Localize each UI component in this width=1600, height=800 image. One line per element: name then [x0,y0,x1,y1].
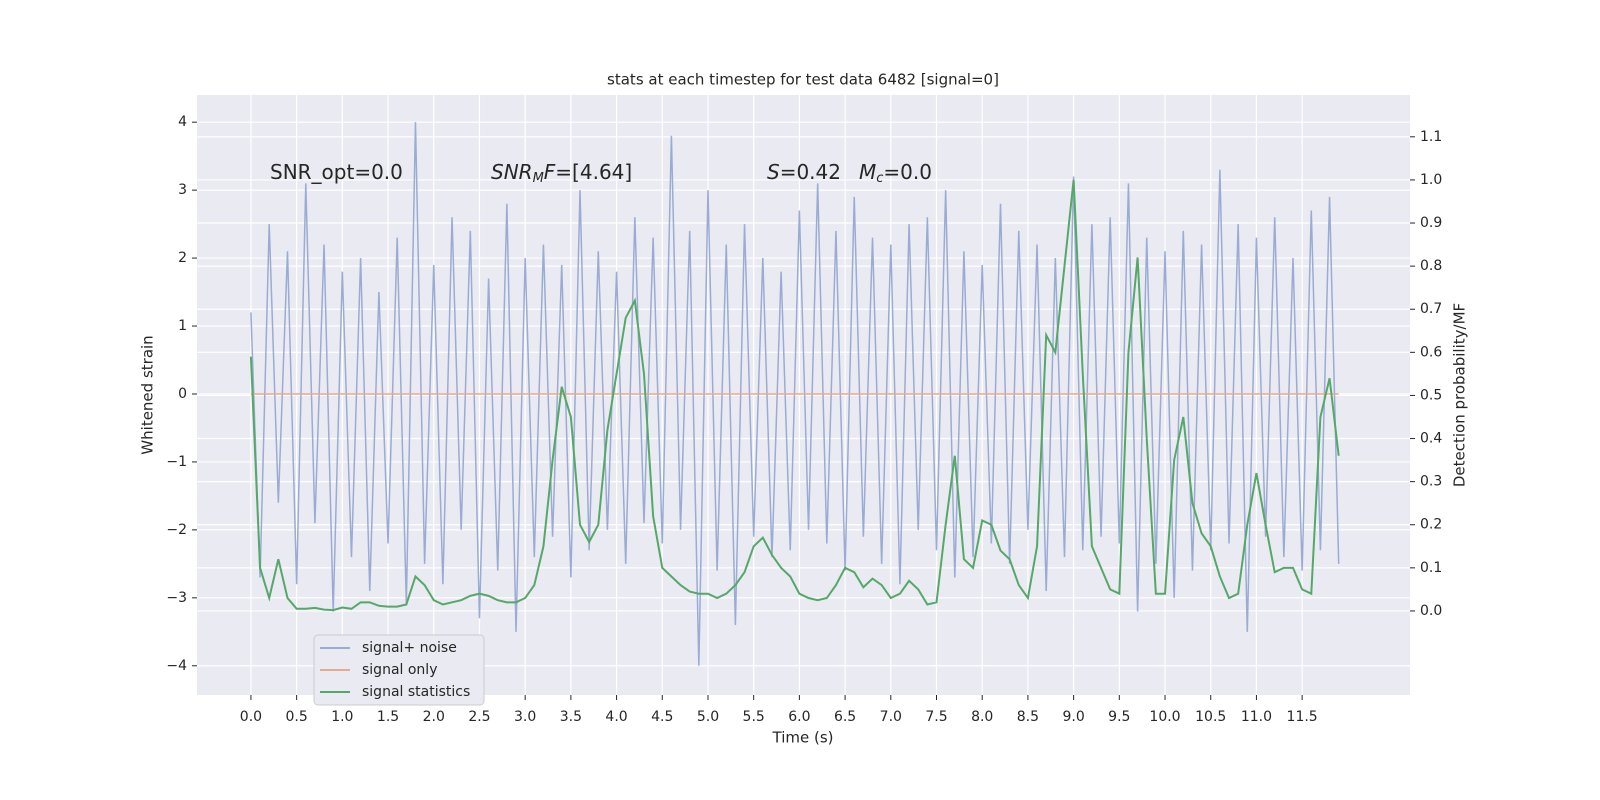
y2-tick-label: 0.3 [1420,474,1442,490]
x-tick-label: 5.0 [697,709,719,725]
series-line [250,122,1340,666]
y-tick-label: 4 [178,114,187,130]
x-tick-label: 3.0 [514,709,536,725]
y2-tick-label: 0.1 [1420,560,1442,576]
legend-label: signal only [362,662,437,678]
annotation-text: S [767,160,780,184]
y-axis-label: Whitened strain [139,335,157,454]
x-tick-label: 1.5 [377,709,399,725]
x-tick-label: 10.0 [1149,709,1180,725]
x-tick-label: 9.0 [1062,709,1084,725]
x-tick-label: 0.5 [286,709,308,725]
grid [197,95,1410,695]
y2-tick-label: 0.5 [1420,387,1442,403]
y2-tick-label: 0.0 [1420,603,1442,619]
x-tick-label: 3.5 [560,709,582,725]
x-tick-label: 5.5 [743,709,765,725]
chart-title: stats at each timestep for test data 648… [607,71,999,89]
y-tick-label: 2 [178,250,187,266]
x-tick-label: 10.5 [1195,709,1226,725]
annotation: SNRMF=[4.64] [491,160,632,186]
y-tick-label: −2 [166,522,187,538]
annotation-subscript: M [533,171,544,186]
y2-tick-label: 0.8 [1420,258,1442,274]
y2-tick-label: 0.2 [1420,517,1442,533]
y2-tick-label: 0.7 [1420,301,1442,317]
series-line [249,179,1340,612]
legend-box [313,634,485,706]
y2-tick-label: 1.0 [1420,172,1442,188]
annotation-text: =0.42 [780,160,841,184]
x-tick-label: 11.0 [1241,709,1272,725]
x-tick-label: 2.0 [423,709,445,725]
legend: signal+ noise signal only signal statistic… [313,634,485,706]
x-tick-label: 1.0 [331,709,353,725]
x-axis-label: Time (s) [772,729,834,747]
x-tick-label: 2.5 [468,709,490,725]
legend-label: signal statistics [362,684,470,700]
annotation: S=0.42 [767,160,841,184]
series [249,122,1340,666]
y-tick-label: −3 [166,590,187,606]
annotation-text: SNR [491,160,533,184]
y2-axis-label: Detection probability/MF [1451,303,1469,487]
y2-tick-label: 0.9 [1420,215,1442,231]
x-tick-label: 4.5 [651,709,673,725]
annotation: Mc=0.0 [859,160,932,186]
annotation-text: =0.0 [883,160,932,184]
x-tick-label: 4.0 [605,709,627,725]
annotation-text: =[4.64] [555,160,632,184]
y-tick-label: 1 [178,318,187,334]
x-tick-label: 7.5 [925,709,947,725]
annotation-text: F [544,160,556,184]
annotation-subscript: c [876,171,883,186]
x-tick-label: 9.5 [1108,709,1130,725]
x-tick-label: 6.5 [834,709,856,725]
y-tick-label: 0 [178,386,187,402]
x-tick-label: 11.5 [1287,709,1318,725]
y2-tick-label: 0.6 [1420,344,1442,360]
annotation-text: M [859,160,876,184]
x-tick-label: 8.0 [971,709,993,725]
x-tick-label: 0.0 [240,709,262,725]
y-tick-label: −1 [166,454,187,470]
y2-tick-label: 0.4 [1420,431,1442,447]
x-tick-label: 7.0 [880,709,902,725]
y2-tick-label: 1.1 [1420,129,1442,145]
legend-label: signal+ noise [362,640,457,656]
x-tick-label: 8.5 [1017,709,1039,725]
annotation-text: SNR_opt=0.0 [270,160,403,184]
ticks: 0.0 0.5 1.0 1.5 2.0 2.5 3.0 3.5 4.0 4.5 5.0 5.5 6.0 6… [166,114,1442,725]
y-tick-label: −4 [166,658,187,674]
x-tick-label: 6.0 [788,709,810,725]
y-tick-label: 3 [178,182,187,198]
annotation: SNR_opt=0.0 [270,160,403,184]
